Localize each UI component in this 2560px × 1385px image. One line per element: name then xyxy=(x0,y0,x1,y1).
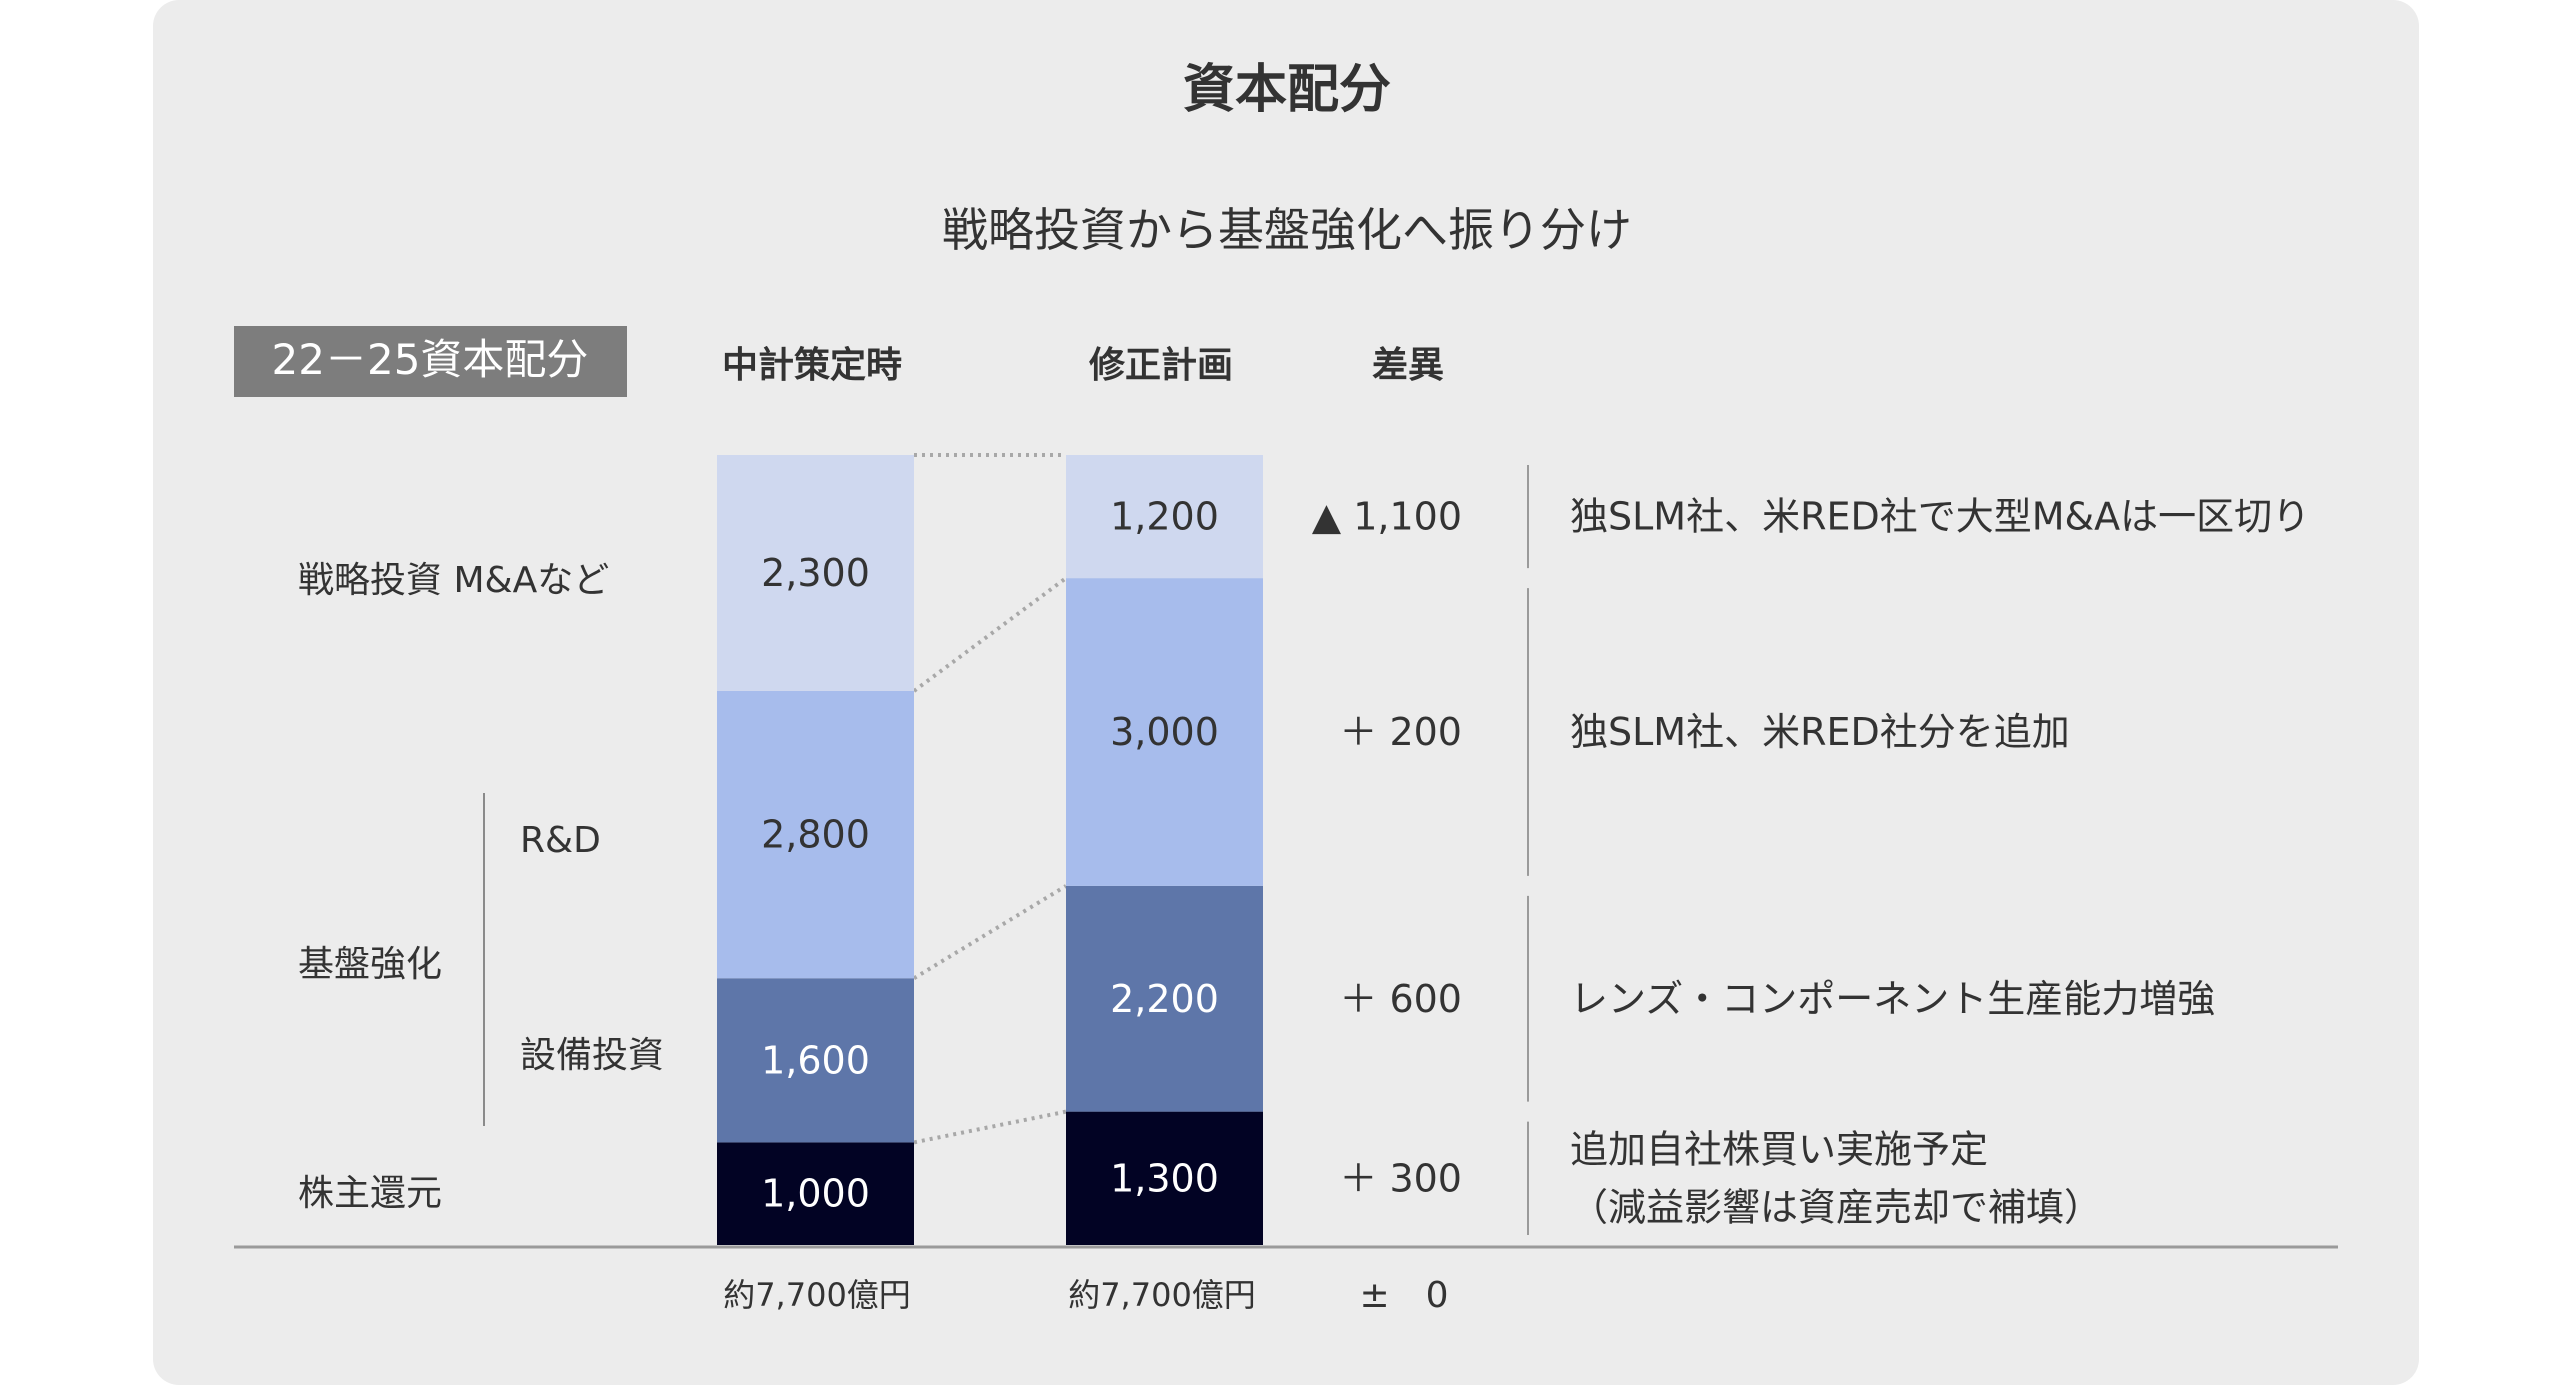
bar-label-strategic-0: 2,300 xyxy=(761,551,870,595)
row-label-shareholder: 株主還元 xyxy=(298,1173,442,1214)
bars: 1,000 1,600 2,800 2,300 1,300 2,200 3,000 1,200 xyxy=(717,455,1263,1245)
note-strategic-0: 独SLM社、米RED社で大型M&Aは一区切り xyxy=(1570,495,2310,539)
bar-rnd-1 xyxy=(1066,578,1263,886)
category-label-revised: 修正計画 xyxy=(1089,345,1233,386)
bar-strategic-1 xyxy=(1066,455,1263,579)
bar-capex-1 xyxy=(1066,885,1263,1112)
diff-rnd: ＋ 200 xyxy=(1339,710,1462,754)
bar-shareholder-1 xyxy=(1066,1111,1263,1245)
bar-rnd-0 xyxy=(717,690,914,979)
row-label-strategic: 戦略投資 M&Aなど xyxy=(298,560,609,601)
total-diff: ± 0 xyxy=(1359,1275,1448,1316)
note-rnd-0: 独SLM社、米RED社分を追加 xyxy=(1570,710,2070,754)
total-revised: 約7,700億円 xyxy=(1068,1276,1256,1314)
category-label-plan: 中計策定時 xyxy=(722,345,902,386)
row-label-capex: 設備投資 xyxy=(520,1035,664,1076)
note-shareholder-0: 追加自社株買い実施予定 xyxy=(1570,1127,1988,1171)
diff-strategic: ▲ 1,100 xyxy=(1312,495,1462,539)
note-shareholder-1: （減益影響は資産売却で補填） xyxy=(1570,1185,2102,1229)
bar-shareholder-0 xyxy=(717,1142,914,1245)
bar-label-capex-1: 2,200 xyxy=(1110,977,1219,1021)
chart-subtitle: 戦略投資から基盤強化へ振り分け xyxy=(942,203,1632,257)
diff-shareholder: ＋ 300 xyxy=(1339,1156,1462,1200)
bar-capex-0 xyxy=(717,978,914,1143)
bar-label-rnd-1: 3,000 xyxy=(1110,710,1219,754)
bar-strategic-0 xyxy=(717,455,914,691)
difference-header: 差異 xyxy=(1372,345,1444,386)
row-label-rnd: R&D xyxy=(520,820,601,861)
chart-title: 資本配分 xyxy=(1183,60,1391,120)
bar-label-shareholder-1: 1,300 xyxy=(1110,1156,1219,1200)
period-badge-label: 22－25資本配分 xyxy=(272,335,589,384)
bar-label-strategic-1: 1,200 xyxy=(1110,495,1219,539)
period-badge xyxy=(234,326,627,397)
connector-line xyxy=(912,576,1068,693)
note-capex-0: レンズ・コンポーネント生産能力増強 xyxy=(1570,977,2215,1021)
diff-capex: ＋ 600 xyxy=(1339,977,1462,1021)
bar-label-capex-0: 1,600 xyxy=(761,1038,870,1082)
row-label-foundation: 基盤強化 xyxy=(298,944,442,985)
connectors xyxy=(912,453,1068,1145)
diff-and-notes: ＋ 300 追加自社株買い実施予定 （減益影響は資産売却で補填） ＋ 600 レンズ・コ… xyxy=(1312,465,2310,1235)
chart-card xyxy=(153,0,2419,1385)
connector-line xyxy=(913,1109,1067,1145)
total-plan: 約7,700億円 xyxy=(723,1276,911,1314)
connector-line xyxy=(912,884,1068,980)
bar-label-shareholder-0: 1,000 xyxy=(761,1172,870,1216)
bar-label-rnd-0: 2,800 xyxy=(761,813,870,857)
